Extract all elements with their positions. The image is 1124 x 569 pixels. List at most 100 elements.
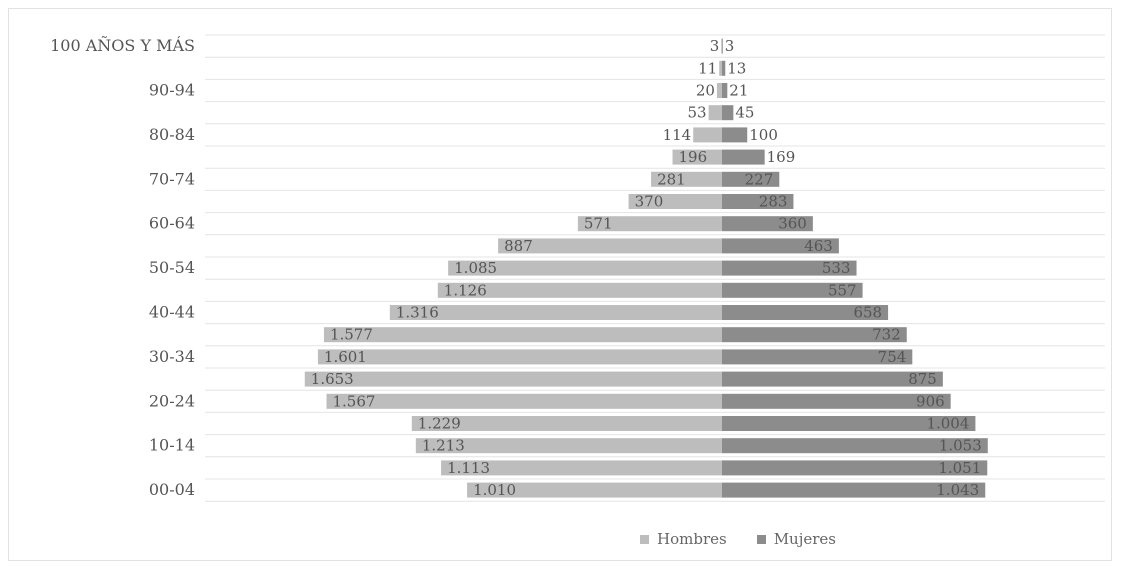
category-label: 50-54 — [149, 258, 195, 277]
category-label: 20-24 — [149, 391, 195, 410]
data-label-hombres: 1.213 — [422, 437, 465, 455]
bar-mujeres — [722, 460, 988, 476]
category-label: 00-04 — [149, 480, 195, 499]
category-label: 40-44 — [149, 303, 195, 322]
legend-swatch-hombres — [640, 534, 649, 544]
data-label-mujeres: 557 — [828, 281, 857, 299]
data-label-hombres: 1.567 — [332, 392, 375, 410]
category-label: 100 AÑOS Y MÁS — [50, 35, 195, 55]
bar-mujeres — [722, 393, 951, 409]
legend-label-hombres: Hombres — [657, 530, 727, 548]
bar-mujeres — [722, 349, 913, 365]
data-label-hombres: 53 — [688, 104, 707, 122]
bar-hombres — [415, 438, 722, 454]
bar-hombres — [672, 149, 722, 165]
bar-hombres — [437, 282, 722, 298]
data-label-mujeres: 13 — [727, 59, 746, 77]
data-label-mujeres: 45 — [735, 104, 754, 122]
category-label: 60-64 — [149, 214, 195, 233]
bar-hombres — [467, 482, 722, 498]
category-label: 30-34 — [149, 347, 195, 366]
bar-mujeres — [722, 416, 976, 431]
data-label-hombres: 1.010 — [473, 481, 516, 499]
data-label-mujeres: 169 — [767, 148, 796, 166]
data-label-mujeres: 732 — [872, 326, 901, 344]
bar-hombres — [721, 38, 722, 54]
data-label-mujeres: 1.051 — [938, 459, 981, 477]
bar-hombres — [577, 216, 722, 232]
bar-hombres — [651, 171, 722, 187]
category-label: 10-14 — [149, 436, 195, 455]
data-label-hombres: 114 — [663, 126, 692, 144]
data-label-hombres: 1.126 — [444, 281, 487, 299]
bar-mujeres — [722, 216, 813, 232]
bar-mujeres — [722, 305, 889, 320]
bar-mujeres — [722, 60, 726, 76]
bar-hombres — [441, 460, 722, 476]
bar-hombres — [304, 371, 722, 387]
bar-mujeres — [722, 327, 907, 343]
bar-mujeres — [722, 371, 943, 387]
bar-hombres — [326, 393, 722, 409]
data-label-hombres: 3 — [710, 37, 720, 55]
bar-hombres — [411, 416, 722, 431]
bar-mujeres — [722, 282, 863, 298]
data-label-mujeres: 754 — [878, 348, 907, 366]
bar-mujeres — [722, 149, 765, 165]
data-label-hombres: 20 — [696, 82, 715, 100]
bar-mujeres — [722, 438, 988, 454]
data-label-mujeres: 100 — [749, 126, 778, 144]
bar-mujeres — [722, 482, 986, 498]
data-label-hombres: 11 — [698, 59, 717, 77]
data-label-hombres: 571 — [584, 215, 613, 233]
bar-hombres — [719, 60, 722, 76]
data-label-hombres: 1.113 — [447, 459, 490, 477]
bar-hombres — [693, 127, 722, 143]
data-label-mujeres: 906 — [916, 392, 945, 410]
bar-mujeres — [722, 38, 723, 54]
chart-frame — [8, 8, 1112, 561]
bar-hombres — [716, 83, 722, 98]
legend: Hombres Mujeres — [640, 530, 836, 548]
bar-mujeres — [722, 194, 794, 209]
data-label-mujeres: 533 — [822, 259, 851, 277]
bar-hombres — [448, 260, 722, 276]
bar-hombres — [708, 105, 722, 121]
data-label-mujeres: 463 — [804, 237, 833, 255]
data-label-hombres: 1.229 — [418, 415, 461, 433]
bar-mujeres — [722, 260, 857, 276]
data-label-mujeres: 3 — [725, 37, 735, 55]
data-label-hombres: 1.085 — [454, 259, 497, 277]
data-label-mujeres: 875 — [908, 370, 937, 388]
data-label-hombres: 370 — [635, 193, 664, 211]
category-label: 70-74 — [149, 169, 195, 188]
data-label-mujeres: 360 — [778, 215, 807, 233]
data-label-hombres: 1.601 — [324, 348, 367, 366]
legend-item-hombres: Hombres — [640, 530, 727, 548]
category-label: 80-84 — [149, 125, 195, 144]
bar-mujeres — [722, 171, 780, 187]
data-label-hombres: 196 — [679, 148, 708, 166]
bar-hombres — [628, 194, 722, 209]
data-label-hombres: 887 — [504, 237, 533, 255]
data-label-mujeres: 283 — [759, 193, 788, 211]
data-label-mujeres: 1.004 — [926, 415, 969, 433]
legend-swatch-mujeres — [756, 534, 766, 544]
data-label-mujeres: 227 — [745, 170, 774, 188]
data-label-mujeres: 658 — [853, 304, 882, 322]
bar-mujeres — [722, 127, 748, 143]
bar-mujeres — [722, 105, 734, 121]
legend-label-mujeres: Mujeres — [773, 530, 836, 548]
category-label: 90-94 — [149, 81, 195, 100]
data-label-mujeres: 1.043 — [936, 481, 979, 499]
bar-hombres — [323, 327, 722, 343]
data-label-hombres: 1.316 — [396, 304, 439, 322]
bar-mujeres — [722, 83, 728, 98]
bar-hombres — [317, 349, 722, 365]
bar-mujeres — [722, 238, 839, 254]
data-label-mujeres: 1.053 — [939, 437, 982, 455]
data-label-hombres: 281 — [657, 170, 686, 188]
data-label-mujeres: 21 — [729, 82, 748, 100]
bar-hombres — [389, 305, 722, 320]
